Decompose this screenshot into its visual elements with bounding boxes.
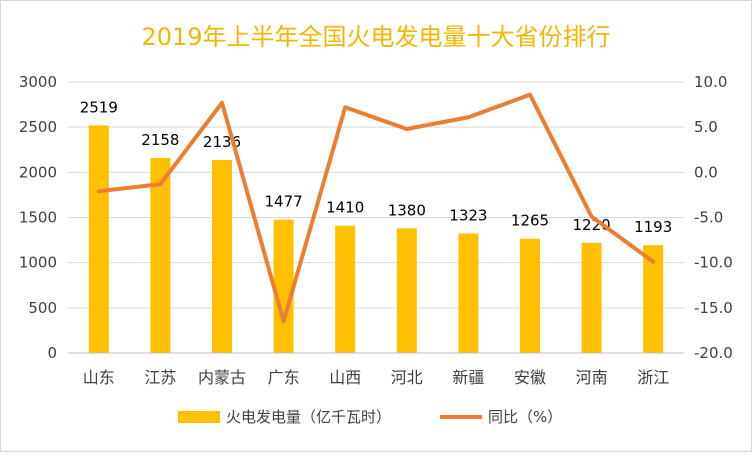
x-tick-label: 河南 <box>576 368 608 387</box>
x-tick-label: 广东 <box>268 368 300 387</box>
x-tick-label: 内蒙古 <box>198 368 246 387</box>
bar <box>88 125 109 353</box>
y-right-tick-label: -15.0 <box>694 299 733 317</box>
legend-bar-swatch <box>178 411 220 423</box>
x-tick-label: 浙江 <box>637 368 669 387</box>
axes: 0 500 1000 1500 2000 2500 3000 -20.0 -15.0 -10.0 -… <box>19 73 733 387</box>
bar <box>581 242 602 353</box>
bar-data-label: 1265 <box>511 212 549 230</box>
bar-data-label: 1410 <box>326 199 364 217</box>
y-left-tick-label: 1000 <box>19 254 57 272</box>
x-tick-label: 新疆 <box>452 368 484 387</box>
y-left-tick-label: 2000 <box>19 163 57 181</box>
legend-line-label: 同比（%） <box>488 408 562 426</box>
bar-data-label: 2519 <box>80 98 118 116</box>
bar-series <box>88 125 664 353</box>
line-series <box>96 92 656 324</box>
x-tick-label: 江苏 <box>144 368 176 387</box>
legend: 火电发电量（亿千瓦时） 同比（%） <box>178 408 562 426</box>
bar <box>212 160 232 353</box>
x-tick-label: 安徽 <box>514 368 546 387</box>
y-left-tick-label: 2500 <box>19 118 57 136</box>
bar <box>458 233 479 353</box>
bar-data-label: 1323 <box>449 206 487 224</box>
bar <box>643 245 664 353</box>
x-tick-label: 山西 <box>329 368 361 387</box>
bar <box>150 158 171 353</box>
y-right-tick-label: 5.0 <box>694 118 718 136</box>
y-right-tick-label: -5.0 <box>694 209 723 227</box>
y-left-tick-label: 1500 <box>19 209 57 227</box>
bar <box>335 225 356 353</box>
bar <box>273 219 294 353</box>
y-right-tick-label: 10.0 <box>694 73 727 91</box>
bar <box>520 238 540 353</box>
legend-bar-label: 火电发电量（亿千瓦时） <box>226 408 391 426</box>
bar <box>396 228 417 353</box>
bar-data-label: 1380 <box>388 201 426 219</box>
bar-data-label: 1477 <box>265 193 303 211</box>
x-tick-label: 河北 <box>391 368 423 387</box>
bar-data-label: 1193 <box>634 218 672 236</box>
bar-data-label: 1220 <box>573 216 611 234</box>
y-left-tick-label: 500 <box>28 299 57 317</box>
y-right-tick-label: -10.0 <box>694 254 733 272</box>
y-left-tick-label: 0 <box>47 344 57 362</box>
y-left-tick-label: 3000 <box>19 73 57 91</box>
x-tick-label: 山东 <box>83 368 115 387</box>
y-right-tick-label: 0.0 <box>694 163 718 181</box>
bar-data-label: 2158 <box>141 131 179 149</box>
chart-title: 2019年上半年全国火电发电量十大省份排行 <box>141 23 610 51</box>
y-right-tick-label: -20.0 <box>694 344 733 362</box>
line-series-path <box>96 92 656 324</box>
